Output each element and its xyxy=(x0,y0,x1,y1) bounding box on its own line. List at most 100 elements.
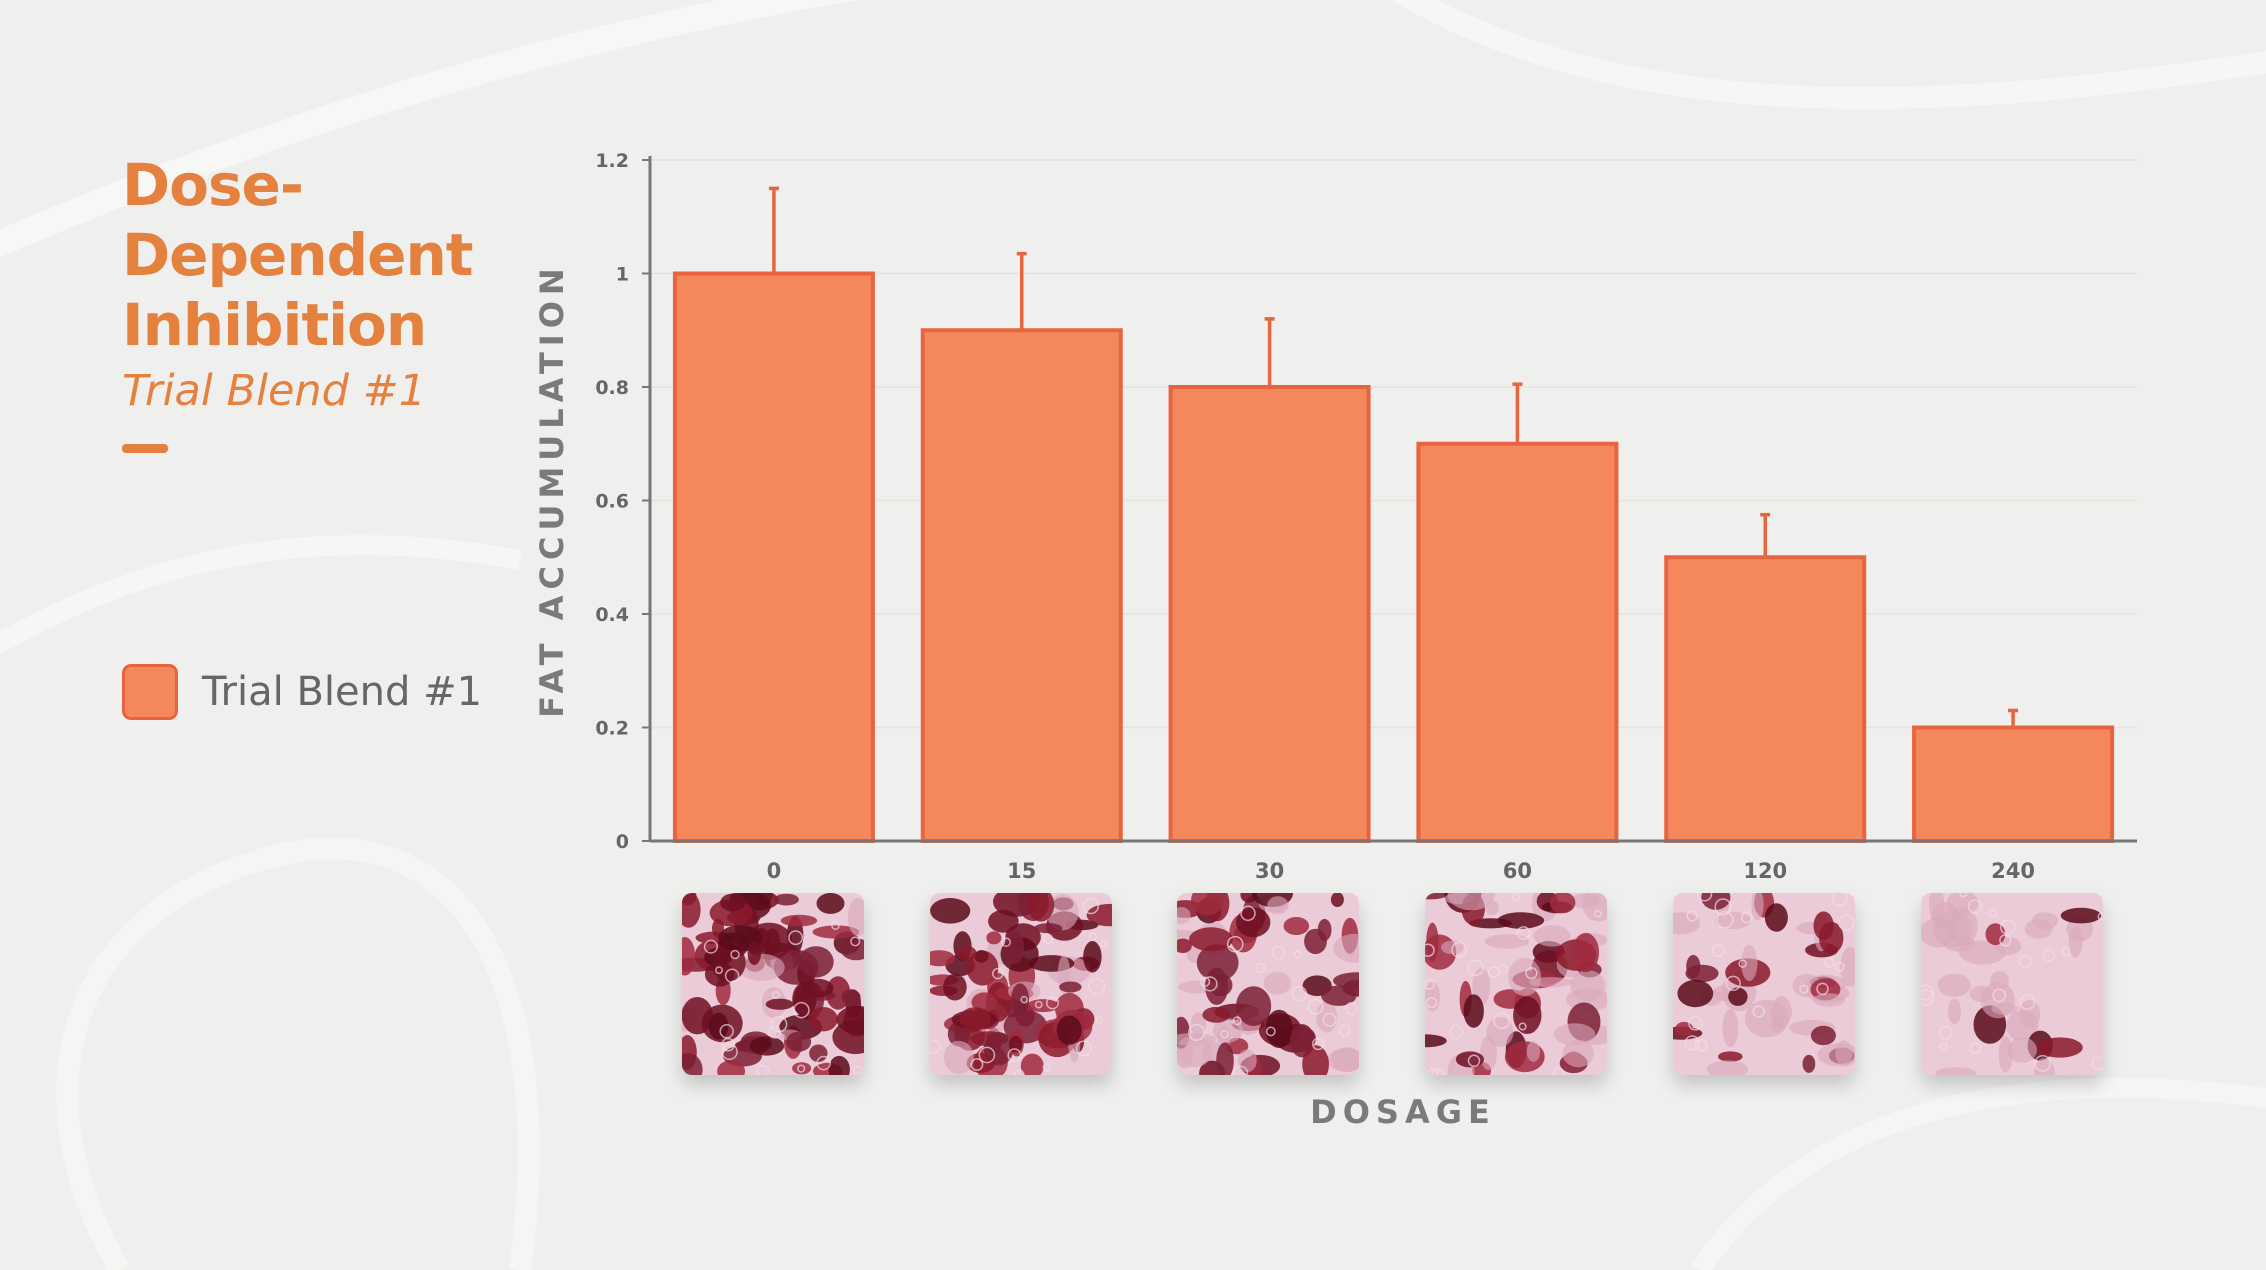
cell-outline xyxy=(715,966,723,975)
cell-outline xyxy=(1100,940,1108,948)
cell-outline xyxy=(852,1065,863,1075)
cell-outline xyxy=(1311,1037,1325,1051)
cell xyxy=(1196,944,1239,982)
cell-outline xyxy=(1967,899,1983,914)
cell xyxy=(747,941,761,966)
cell-outline xyxy=(1265,1026,1276,1037)
cell xyxy=(1283,917,1310,935)
cell-outline xyxy=(721,1043,738,1061)
cell-outline xyxy=(1240,905,1256,922)
cell xyxy=(738,953,785,981)
cell xyxy=(798,946,834,978)
cell xyxy=(1741,944,1758,982)
cell xyxy=(1935,1067,1976,1075)
cell-outline xyxy=(1493,1012,1511,1030)
cell xyxy=(1943,935,1976,952)
cell-outline xyxy=(1725,975,1741,991)
cell xyxy=(1722,1008,1739,1048)
cell xyxy=(983,1032,1014,1066)
cell-outline xyxy=(2042,948,2056,962)
x-axis-title: DOSAGE xyxy=(1310,1093,1496,1131)
cell-outline xyxy=(2019,994,2036,1010)
cell xyxy=(1177,907,1191,925)
cell xyxy=(1267,896,1289,915)
stain-sample-120 xyxy=(1673,893,1855,1075)
cell-outline xyxy=(1232,1016,1242,1026)
cell xyxy=(1701,893,1731,910)
cell xyxy=(1177,1035,1213,1068)
cell-outline xyxy=(978,1046,996,1064)
bar-30 xyxy=(1168,385,1371,843)
cell-outline xyxy=(1232,1065,1249,1075)
bar-240 xyxy=(1912,725,2115,843)
cell xyxy=(974,950,989,963)
cell xyxy=(1004,929,1025,965)
legend-label: Trial Blend #1 xyxy=(202,669,483,715)
cell xyxy=(1946,893,1979,915)
cell-outline xyxy=(1220,1029,1229,1039)
cell-outline xyxy=(724,968,740,984)
cell-outline xyxy=(2061,946,2071,956)
cell xyxy=(841,989,861,1006)
cell xyxy=(1533,925,1571,947)
cell xyxy=(1425,893,1448,900)
cell xyxy=(1819,921,1844,954)
cell xyxy=(930,950,956,967)
y-tick-label: 0.6 xyxy=(595,491,629,513)
cell-outline xyxy=(1711,944,1725,958)
cell xyxy=(786,1031,812,1052)
cell xyxy=(1812,993,1846,1007)
cell-outline xyxy=(1425,943,1435,957)
cell xyxy=(1686,954,1701,979)
bar-60 xyxy=(1416,441,1619,843)
cell-outline xyxy=(1013,1069,1025,1075)
cell-outline xyxy=(1425,996,1438,1009)
x-tick-label-0: 0 xyxy=(767,859,782,883)
cell xyxy=(1835,1040,1853,1066)
cell-outline xyxy=(1338,1024,1351,1037)
cell xyxy=(1751,893,1764,921)
cell-outline xyxy=(1939,1042,1948,1051)
cell-outline xyxy=(1467,1054,1481,1068)
stain-sample-240 xyxy=(1921,893,2103,1075)
cell xyxy=(1948,998,1961,1025)
cell xyxy=(808,1007,838,1032)
cell xyxy=(1447,893,1495,911)
y-tick-label: 0 xyxy=(616,831,629,853)
cell xyxy=(1425,1034,1447,1048)
cell-outline xyxy=(1999,934,2012,947)
cell-outline xyxy=(850,936,861,947)
cell xyxy=(1059,981,1082,993)
cell-outline xyxy=(1938,1025,1953,1040)
cell xyxy=(717,1060,746,1075)
cell xyxy=(2007,1037,2037,1063)
cell-outline xyxy=(1451,941,1468,958)
cell-outline xyxy=(1082,897,1100,915)
cell-outline xyxy=(1752,1005,1765,1018)
cell-outline xyxy=(1516,926,1531,940)
cell-outline xyxy=(1816,982,1829,996)
cell xyxy=(765,998,794,1010)
cell xyxy=(1056,1015,1082,1045)
cell xyxy=(956,946,977,961)
cell xyxy=(1034,923,1063,934)
cell xyxy=(704,962,735,987)
cell-outline xyxy=(1307,998,1324,1015)
cell-outline xyxy=(1322,1012,1337,1027)
y-tick-labels: 0 0.2 0.4 0.6 0.8 1 1.2 xyxy=(595,150,650,853)
cell-outline xyxy=(1034,1000,1043,1009)
cell-outline xyxy=(770,1015,788,1033)
cell xyxy=(1802,1054,1816,1073)
cell-outline xyxy=(1921,989,1935,1006)
cell xyxy=(816,893,845,914)
stain-sample-30 xyxy=(1177,893,1359,1075)
title-underline xyxy=(122,444,168,453)
cell xyxy=(1728,987,1748,1006)
cell xyxy=(836,1005,864,1034)
stain-sample-15 xyxy=(930,893,1112,1075)
gridlines xyxy=(650,159,2137,729)
cell xyxy=(682,937,696,976)
cell-outline xyxy=(1467,959,1484,976)
cell-outline xyxy=(1088,932,1098,941)
cell xyxy=(682,1053,703,1075)
